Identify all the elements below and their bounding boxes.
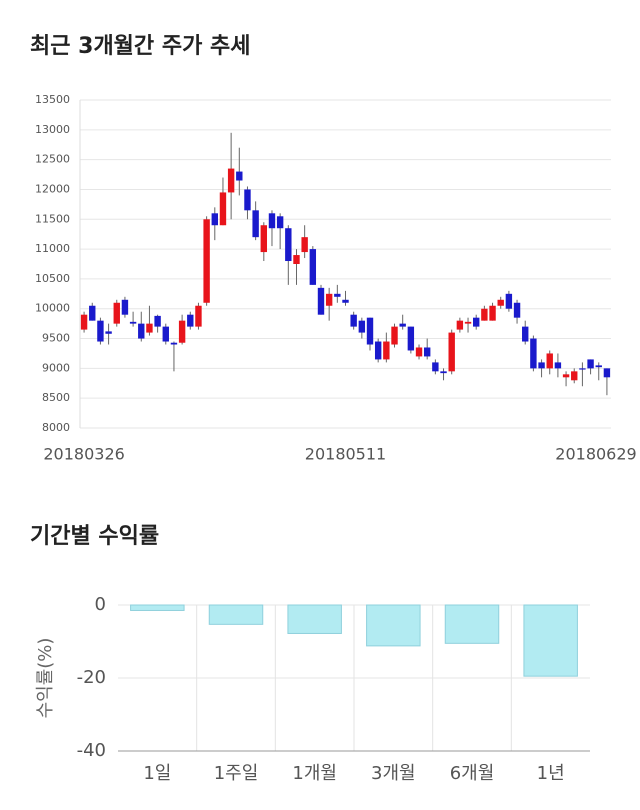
candle-body [260,225,268,253]
x-tick-label: 1주일 [214,763,259,784]
y-tick-label: 8000 [42,421,70,434]
candle-body [579,368,586,370]
candle-body [97,320,104,342]
y-tick-label: 0 [95,594,106,615]
y-tick-label: 8500 [42,391,70,404]
candle-body [448,332,455,372]
candle-body [522,326,529,342]
candle-body [309,249,317,285]
x-tick-label: 1개월 [292,763,337,784]
candle-body [342,299,349,303]
candle-body [325,293,333,306]
y-tick-label: 10500 [35,272,70,285]
candle-body [481,308,488,321]
candle-body [554,362,562,369]
candle-body [113,302,120,324]
candle-body [399,323,406,327]
candle-body [154,315,161,327]
x-tick-label: 20180629 [555,445,636,464]
bar [130,604,185,611]
candle-body [423,347,431,357]
candle-body [195,305,202,327]
chart-title: 최근 3개월간 주가 추세 [30,34,250,59]
candle-body [538,362,545,369]
y-tick-label: 13500 [35,93,70,106]
candle-body [285,228,292,262]
candle-body [595,365,602,368]
candle-body [301,237,308,253]
candle-body [587,359,594,369]
candle-body [407,326,415,351]
candle-body [464,321,472,324]
candle-body [129,321,137,324]
candle-body [276,216,284,229]
candle-body [236,171,243,181]
bar [444,604,500,644]
candle-body [170,342,178,345]
y-tick-label: 10000 [35,302,70,315]
x-tick-label: 1년 [537,763,565,784]
candle-body [562,374,570,378]
candle-body [203,219,210,303]
y-axis-label: 수익률(%) [35,638,56,719]
candle-body [244,189,251,211]
x-tick-label: 20180511 [305,445,386,464]
x-tick-label: 6개월 [450,763,495,784]
candle-body [162,326,169,342]
candle-body [374,341,382,360]
candle-body [138,323,145,339]
candle-body [219,192,227,226]
candle-body [293,255,300,264]
candle-body [456,320,464,330]
y-tick-label: -20 [77,667,106,688]
candle-body [187,314,194,327]
candle-body [432,362,439,372]
y-tick-label: 11000 [35,242,70,255]
candle-body [105,331,112,334]
candle-body [440,371,447,374]
bar [287,604,342,634]
y-tick-label: 13000 [35,123,70,136]
y-tick-label: 9500 [42,332,70,345]
candle-body [227,168,235,193]
candle-body [178,320,186,343]
candle-body [489,305,496,321]
candle-body [546,353,553,369]
candle-body [603,368,611,378]
candle-body [383,341,390,360]
candle-body [358,320,366,333]
candle-body [317,287,325,315]
candle-body [505,293,513,309]
y-tick-label: 11500 [35,212,70,225]
candle-body [513,302,521,318]
candle-body [571,371,578,381]
y-tick-label: 12500 [35,153,70,166]
candle-body [146,323,153,333]
candle-body [415,347,423,357]
bar [208,604,264,625]
candle-body [80,314,88,330]
candle-body [391,326,398,345]
candle-body [366,317,374,345]
candle-body [350,314,357,327]
bar [523,604,578,677]
candle-body [530,338,537,369]
candle-body [334,293,341,297]
y-tick-label: 9000 [42,361,70,374]
candle-body [211,213,218,226]
candle-body [89,305,96,321]
x-tick-label: 3개월 [371,763,416,784]
candle-body [473,317,480,327]
candle-body [252,210,259,238]
x-tick-label: 20180326 [43,445,124,464]
candle-body [497,299,504,306]
y-tick-label: 12000 [35,182,70,195]
x-tick-label: 1일 [143,763,171,784]
candle-body [268,213,276,229]
candle-body [121,299,129,315]
bar [366,604,421,647]
y-tick-label: -40 [77,740,106,761]
chart-title: 기간별 수익률 [30,524,159,549]
